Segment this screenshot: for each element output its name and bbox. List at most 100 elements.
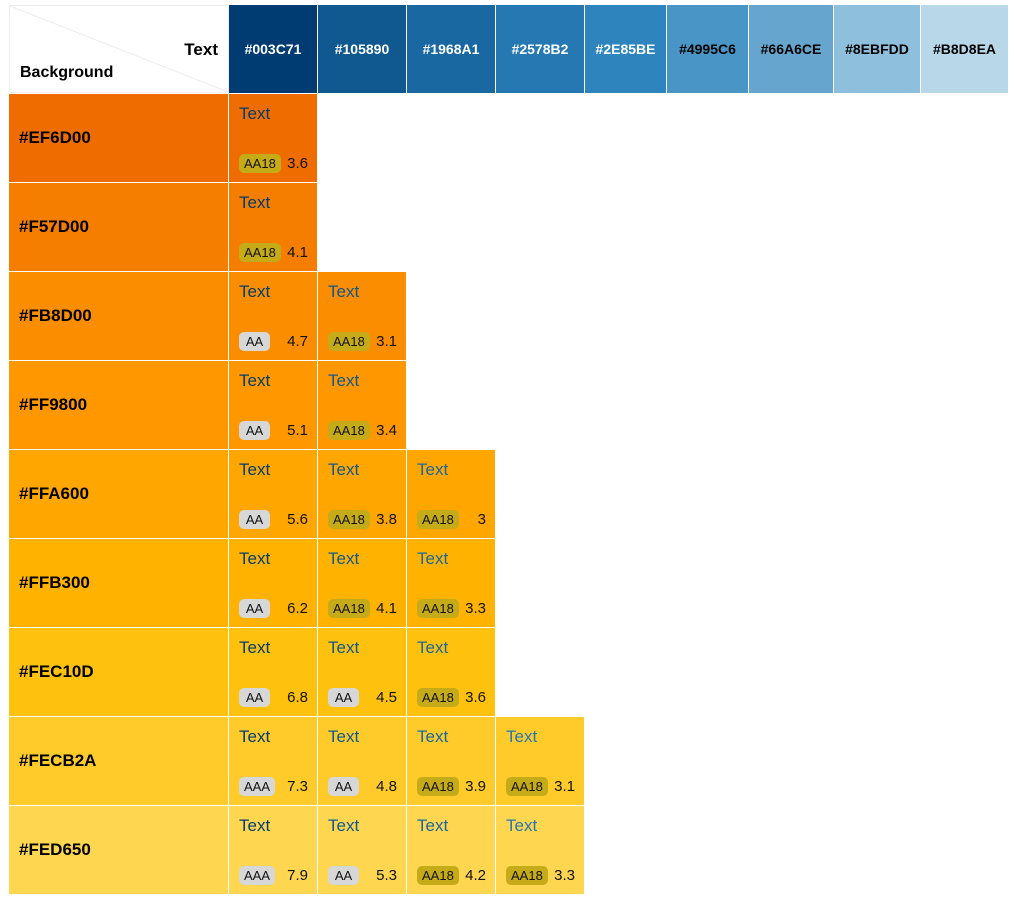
wcag-badge: AA	[239, 421, 270, 440]
contrast-cell: Text AA 6.8	[229, 628, 317, 716]
contrast-cell: Text AA18 3.3	[407, 539, 495, 627]
wcag-badge: AA18	[417, 777, 459, 796]
sample-text: Text	[239, 727, 271, 746]
contrast-ratio: 3.6	[287, 155, 308, 172]
contrast-cell: Text AA 4.5	[318, 628, 406, 716]
wcag-badge: AA18	[506, 777, 548, 796]
contrast-grid: Text Background #003C71 #105890 #1968A1 #25…	[9, 5, 1009, 895]
contrast-cell: Text AA18 3.4	[318, 361, 406, 449]
background-axis-label: Background	[20, 64, 114, 81]
wcag-badge: AA	[328, 777, 359, 796]
sample-text: Text	[328, 371, 360, 390]
contrast-ratio: 4.5	[376, 689, 397, 706]
wcag-badge: AA	[239, 510, 270, 529]
background-color-header: #FEC10D	[9, 628, 228, 716]
text-color-header: #8EBFDD	[834, 5, 920, 93]
sample-text: Text	[239, 638, 271, 657]
background-color-header: #FF9800	[9, 361, 228, 449]
contrast-cell: Text AA18 3.1	[318, 272, 406, 360]
sample-text: Text	[239, 104, 271, 123]
contrast-cell: Text AA 4.8	[318, 717, 406, 805]
sample-text: Text	[239, 282, 271, 301]
wcag-badge: AA	[328, 866, 359, 885]
wcag-badge: AA18	[417, 599, 459, 618]
contrast-ratio: 7.9	[287, 867, 308, 884]
contrast-ratio: 3.9	[465, 778, 486, 795]
sample-text: Text	[417, 460, 449, 479]
contrast-cell: Text AA18 4.1	[318, 539, 406, 627]
sample-text: Text	[417, 638, 449, 657]
sample-text: Text	[417, 549, 449, 568]
wcag-badge: AA18	[328, 421, 370, 440]
sample-text: Text	[328, 638, 360, 657]
contrast-ratio: 3.3	[465, 600, 486, 617]
background-color-header: #FFA600	[9, 450, 228, 538]
text-axis-label: Text	[184, 40, 218, 59]
wcag-badge: AA18	[417, 688, 459, 707]
contrast-cell: Text AA18 3.6	[229, 94, 317, 182]
sample-text: Text	[328, 460, 360, 479]
contrast-ratio: 4.2	[465, 867, 486, 884]
contrast-ratio: 4.7	[287, 333, 308, 350]
wcag-badge: AA18	[328, 510, 370, 529]
sample-text: Text	[328, 727, 360, 746]
sample-text: Text	[328, 816, 360, 835]
sample-text: Text	[506, 727, 538, 746]
text-color-header: #003C71	[229, 5, 317, 93]
sample-text: Text	[417, 816, 449, 835]
contrast-cell: Text AA 6.2	[229, 539, 317, 627]
contrast-ratio: 3.3	[554, 867, 575, 884]
wcag-badge: AA	[239, 599, 270, 618]
wcag-badge: AA18	[239, 154, 281, 173]
sample-text: Text	[239, 549, 271, 568]
contrast-cell: Text AA 5.6	[229, 450, 317, 538]
sample-text: Text	[239, 816, 271, 835]
background-color-header: #FED650	[9, 806, 228, 894]
text-color-header: #66A6CE	[749, 5, 833, 93]
text-color-header: #2578B2	[496, 5, 584, 93]
wcag-badge: AA18	[328, 332, 370, 351]
contrast-ratio: 4.1	[376, 600, 397, 617]
contrast-cell: Text AA 5.3	[318, 806, 406, 894]
background-color-header: #FB8D00	[9, 272, 228, 360]
wcag-badge: AA18	[417, 866, 459, 885]
background-color-header: #F57D00	[9, 183, 228, 271]
contrast-ratio: 3.1	[376, 333, 397, 350]
contrast-cell: Text AA 5.1	[229, 361, 317, 449]
contrast-cell: Text AA18 3.1	[496, 717, 584, 805]
background-color-header: #FECB2A	[9, 717, 228, 805]
wcag-badge: AAA	[239, 777, 276, 796]
contrast-cell: Text AA18 3.9	[407, 717, 495, 805]
text-color-header: #4995C6	[667, 5, 748, 93]
contrast-ratio: 4.1	[287, 244, 308, 261]
contrast-ratio: 7.3	[287, 778, 308, 795]
sample-text: Text	[328, 549, 360, 568]
text-color-header: #1968A1	[407, 5, 495, 93]
contrast-cell: Text AA18 3.3	[496, 806, 584, 894]
contrast-ratio: 4.8	[376, 778, 397, 795]
contrast-cell: Text AA18 3.6	[407, 628, 495, 716]
wcag-badge: AA	[328, 688, 359, 707]
sample-text: Text	[328, 282, 360, 301]
wcag-badge: AA18	[239, 243, 281, 262]
contrast-cell: Text AAA 7.3	[229, 717, 317, 805]
contrast-ratio: 3	[477, 511, 486, 528]
text-color-header: #B8D8EA	[921, 5, 1008, 93]
wcag-badge: AAA	[239, 866, 276, 885]
contrast-ratio: 5.3	[376, 867, 397, 884]
background-color-header: #FFB300	[9, 539, 228, 627]
contrast-cell: Text AA18 4.1	[229, 183, 317, 271]
wcag-badge: AA18	[506, 866, 548, 885]
wcag-badge: AA	[239, 688, 270, 707]
background-color-header: #EF6D00	[9, 94, 228, 182]
contrast-cell: Text AA18 3.8	[318, 450, 406, 538]
contrast-ratio: 6.8	[287, 689, 308, 706]
wcag-badge: AA18	[328, 599, 370, 618]
contrast-cell: Text AAA 7.9	[229, 806, 317, 894]
contrast-ratio: 3.8	[376, 511, 397, 528]
contrast-ratio: 6.2	[287, 600, 308, 617]
text-color-header: #105890	[318, 5, 406, 93]
sample-text: Text	[239, 460, 271, 479]
contrast-ratio: 3.1	[554, 778, 575, 795]
text-color-header: #2E85BE	[585, 5, 666, 93]
